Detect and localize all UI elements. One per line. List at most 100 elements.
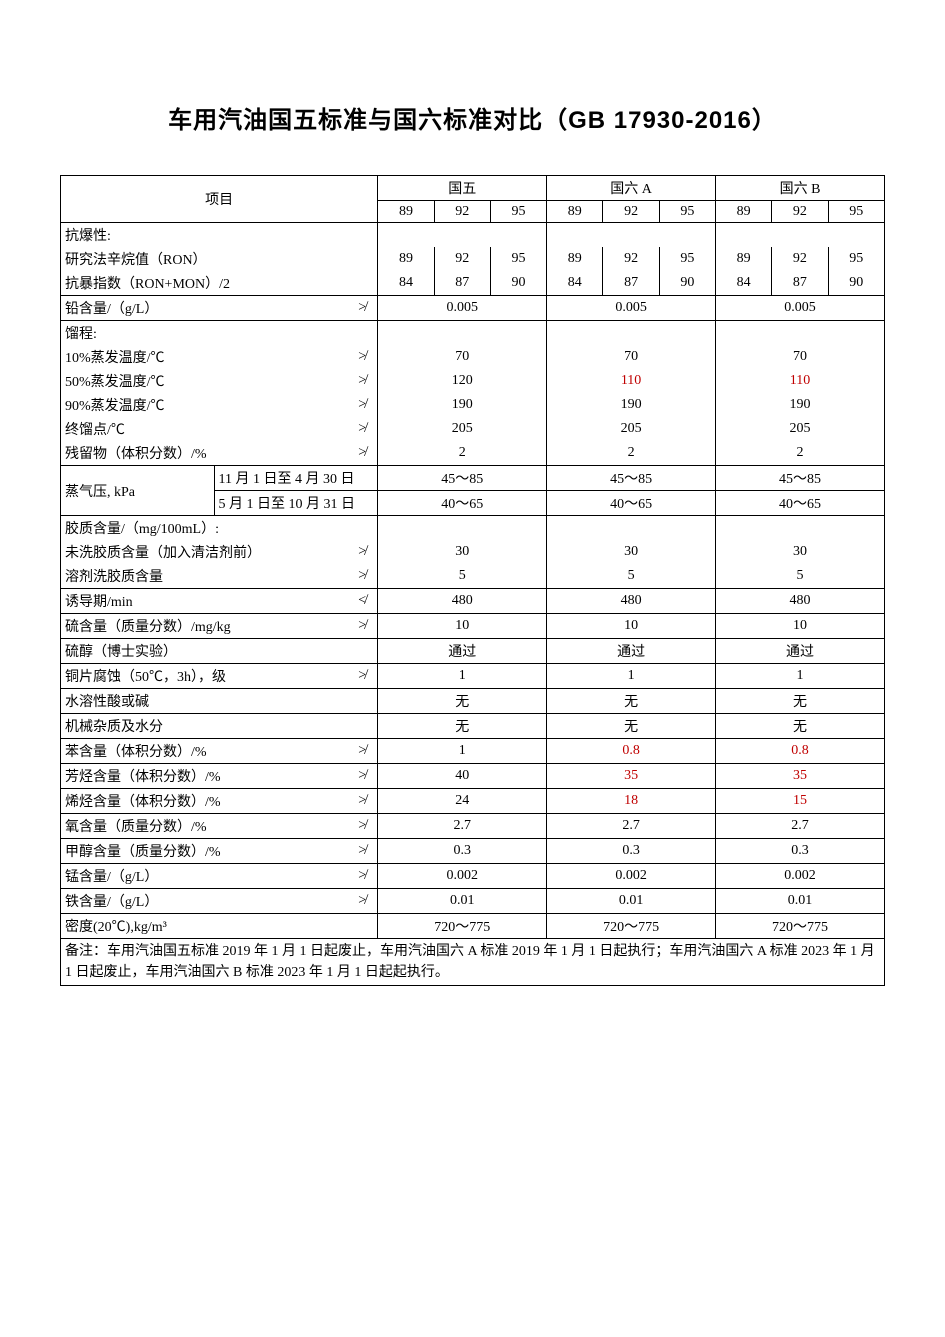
not-more-than-icon: ≯ — [347, 441, 378, 466]
col-g6a: 国六 A — [547, 176, 716, 201]
value-cell: 45～85 — [716, 466, 885, 491]
density-label: 密度(20℃),kg/m³ — [61, 914, 378, 939]
table-row: 铜片腐蚀（50℃，3h），级 ≯ 1 1 1 — [61, 664, 885, 689]
fe-label: 铁含量/（g/L） — [61, 889, 348, 914]
value-cell: 5 — [547, 564, 716, 589]
aromatics-label: 芳烃含量（体积分数）/% — [61, 764, 348, 789]
d90-label: 90%蒸发温度/℃ — [61, 393, 348, 417]
value-cell: 2 — [378, 441, 547, 466]
mn-label: 锰含量/（g/L） — [61, 864, 348, 889]
value-cell: 0.3 — [378, 839, 547, 864]
value-cell: 0.002 — [547, 864, 716, 889]
value-cell: 40～65 — [378, 491, 547, 516]
table-row: 溶剂洗胶质含量 ≯ 5 5 5 — [61, 564, 885, 589]
value-cell: 无 — [378, 714, 547, 739]
value-cell: 0.01 — [547, 889, 716, 914]
table-row: 10%蒸发温度/℃ ≯ 70 70 70 — [61, 345, 885, 369]
residue-label: 残留物（体积分数）/% — [61, 441, 348, 466]
d50-label: 50%蒸发温度/℃ — [61, 369, 348, 393]
value-cell: 无 — [547, 714, 716, 739]
table-row: 密度(20℃),kg/m³ 720～775 720～775 720～775 — [61, 914, 885, 939]
value-cell: 90 — [659, 271, 715, 296]
mech-label: 机械杂质及水分 — [61, 714, 378, 739]
table-row: 胶质含量/（mg/100mL）: — [61, 516, 885, 541]
value-cell: 205 — [716, 417, 885, 441]
value-cell: 0.8 — [716, 739, 885, 764]
grade-cell: 95 — [490, 201, 546, 223]
value-cell: 0.005 — [378, 296, 547, 321]
value-cell: 2.7 — [716, 814, 885, 839]
value-cell: 92 — [772, 247, 828, 271]
benzene-label: 苯含量（体积分数）/% — [61, 739, 348, 764]
table-row: 硫含量（质量分数）/mg/kg ≯ 10 10 10 — [61, 614, 885, 639]
sulfur-label: 硫含量（质量分数）/mg/kg — [61, 614, 348, 639]
not-more-than-icon: ≯ — [347, 864, 378, 889]
table-row: 氧含量（质量分数）/% ≯ 2.7 2.7 2.7 — [61, 814, 885, 839]
ron-label: 研究法辛烷值（RON） — [61, 247, 378, 271]
not-more-than-icon: ≯ — [347, 564, 378, 589]
value-cell: 70 — [547, 345, 716, 369]
value-cell: 95 — [828, 247, 884, 271]
value-cell: 120 — [378, 369, 547, 393]
table-row: 甲醇含量（质量分数）/% ≯ 0.3 0.3 0.3 — [61, 839, 885, 864]
table-row: 烯烃含量（体积分数）/% ≯ 24 18 15 — [61, 789, 885, 814]
table-row: 50%蒸发温度/℃ ≯ 120 110 110 — [61, 369, 885, 393]
oxygen-label: 氧含量（质量分数）/% — [61, 814, 348, 839]
grade-cell: 89 — [716, 201, 772, 223]
value-cell: 1 — [716, 664, 885, 689]
value-cell: 87 — [772, 271, 828, 296]
value-cell: 0.8 — [547, 739, 716, 764]
value-cell: 0.3 — [547, 839, 716, 864]
not-more-than-icon: ≯ — [347, 296, 378, 321]
table-row: 未洗胶质含量（加入清洁剂前） ≯ 30 30 30 — [61, 540, 885, 564]
not-more-than-icon: ≯ — [347, 393, 378, 417]
value-cell: 0.005 — [716, 296, 885, 321]
value-cell: 190 — [716, 393, 885, 417]
grade-cell: 95 — [828, 201, 884, 223]
value-cell: 24 — [378, 789, 547, 814]
lead-label: 铅含量/（g/L） — [61, 296, 348, 321]
value-cell: 0.005 — [547, 296, 716, 321]
value-cell: 95 — [490, 247, 546, 271]
table-row: 抗暴指数（RON+MON）/2 84 87 90 84 87 90 84 87 … — [61, 271, 885, 296]
table-row: 残留物（体积分数）/% ≯ 2 2 2 — [61, 441, 885, 466]
value-cell: 35 — [547, 764, 716, 789]
value-cell: 2 — [716, 441, 885, 466]
value-cell: 0.01 — [716, 889, 885, 914]
d10-label: 10%蒸发温度/℃ — [61, 345, 348, 369]
value-cell: 720～775 — [378, 914, 547, 939]
not-less-than-icon: ≮ — [347, 589, 378, 614]
gum-header: 胶质含量/（mg/100mL）: — [61, 516, 378, 541]
value-cell: 5 — [716, 564, 885, 589]
value-cell: 1 — [378, 739, 547, 764]
not-more-than-icon: ≯ — [347, 814, 378, 839]
page-title: 车用汽油国五标准与国六标准对比（GB 17930-2016） — [60, 100, 885, 135]
value-cell: 89 — [378, 247, 434, 271]
value-cell: 480 — [378, 589, 547, 614]
table-row: 锰含量/（g/L） ≯ 0.002 0.002 0.002 — [61, 864, 885, 889]
fbp-label: 终馏点/℃ — [61, 417, 348, 441]
value-cell: 通过 — [716, 639, 885, 664]
value-cell: 2.7 — [378, 814, 547, 839]
mercaptan-label: 硫醇（博士实验） — [61, 639, 378, 664]
table-row: 抗爆性: — [61, 223, 885, 248]
value-cell: 90 — [490, 271, 546, 296]
acid-label: 水溶性酸或碱 — [61, 689, 378, 714]
value-cell: 10 — [716, 614, 885, 639]
induction-label: 诱导期/min — [61, 589, 348, 614]
value-cell: 2.7 — [547, 814, 716, 839]
value-cell: 110 — [716, 369, 885, 393]
document-page: 车用汽油国五标准与国六标准对比（GB 17930-2016） 项目 国五 国六 … — [0, 0, 945, 1337]
methanol-label: 甲醇含量（质量分数）/% — [61, 839, 348, 864]
gum-unwashed-label: 未洗胶质含量（加入清洁剂前） — [61, 540, 348, 564]
value-cell: 720～775 — [547, 914, 716, 939]
value-cell: 70 — [378, 345, 547, 369]
not-more-than-icon: ≯ — [347, 739, 378, 764]
value-cell: 205 — [378, 417, 547, 441]
table-row: 蒸气压, kPa 11 月 1 日至 4 月 30 日 45～85 45～85 … — [61, 466, 885, 491]
value-cell: 30 — [716, 540, 885, 564]
value-cell: 无 — [378, 689, 547, 714]
not-more-than-icon: ≯ — [347, 540, 378, 564]
table-row: 铅含量/（g/L） ≯ 0.005 0.005 0.005 — [61, 296, 885, 321]
value-cell: 0.002 — [378, 864, 547, 889]
